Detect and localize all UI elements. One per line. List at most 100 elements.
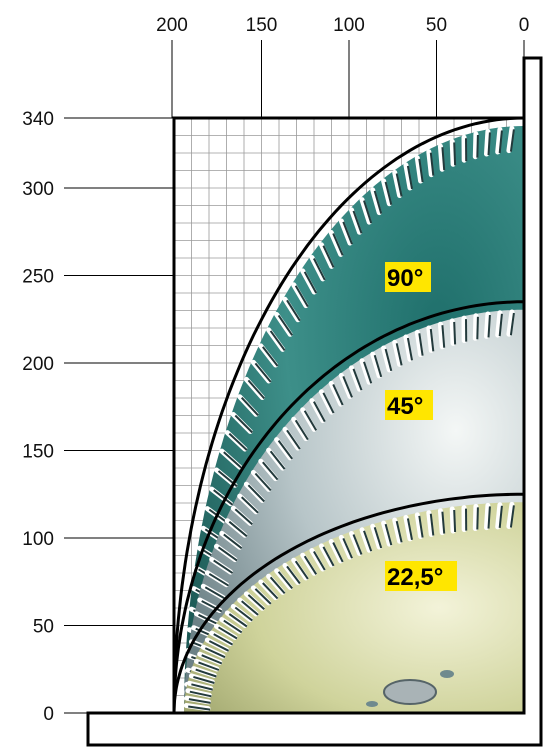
angle-label: 90°	[387, 265, 423, 292]
top-axis: 200 150 100 50 0	[156, 15, 529, 118]
blade-tooth-shadow	[395, 343, 403, 366]
blade-tooth	[403, 162, 413, 191]
blade-tooth-shadow	[277, 440, 294, 460]
blade-tooth	[359, 527, 372, 553]
blade-tooth-shadow	[429, 513, 435, 536]
blade-tooth	[403, 334, 413, 362]
blade-tooth-shadow	[204, 647, 226, 659]
blade-tooth-shadow	[373, 527, 383, 549]
blade-tooth-shadow	[241, 496, 259, 514]
angle-label-background	[385, 262, 431, 292]
blade-tooth-shadow	[322, 546, 335, 567]
blade-tooth-shadow	[223, 451, 243, 469]
blade-tooth-shadow	[342, 537, 353, 559]
blade-tooth	[291, 416, 309, 442]
blade-tooth-shadow	[204, 586, 226, 600]
blade-tooth-shadow	[342, 376, 353, 398]
blade-tooth	[472, 503, 479, 531]
blade-tooth	[426, 149, 434, 178]
blade-tooth	[449, 506, 456, 534]
blade-tooth	[328, 539, 344, 564]
blade-tooth-shadow	[406, 165, 413, 190]
blade-tooth-shadow	[418, 158, 424, 183]
left-axis-tick-label: 50	[33, 617, 54, 638]
cut-arc	[172, 300, 524, 714]
blade-tooth-shadow	[247, 484, 266, 503]
blade-tooth-shadow	[228, 520, 248, 538]
blade-tooth-shadow	[198, 661, 220, 671]
blade-tooth-shadow	[286, 565, 301, 585]
blade-tooth-shadow	[384, 523, 393, 546]
blade-pin-hole	[366, 701, 378, 707]
blade-tooth-shadow	[332, 542, 344, 563]
blade-tooth	[437, 143, 445, 172]
blade-tooth-shadow	[262, 582, 279, 600]
blade-tooth-shadow	[269, 330, 286, 351]
blade-tooth-shadow	[188, 705, 211, 711]
blade-tooth-shadow	[277, 314, 294, 336]
angle-labels: 90° 45° 22,5°	[385, 262, 457, 591]
blade-tooth-shadow	[313, 401, 326, 423]
blade-tooth	[300, 268, 317, 295]
blade-tooth-shadow	[498, 130, 503, 154]
blade-tooth-shadow	[286, 299, 301, 322]
blade-tooth-shadow	[429, 152, 435, 176]
blade-tooth-shadow	[294, 419, 309, 441]
blade-tooth	[414, 512, 424, 539]
blade-body	[184, 502, 524, 713]
blade-tooth	[328, 230, 344, 257]
blade-tooth	[381, 345, 392, 373]
blade-tooth	[495, 127, 503, 155]
blade-tooth	[309, 398, 326, 424]
blade-22-5-degree	[183, 501, 524, 713]
blade-tooth-shadow	[247, 594, 265, 611]
blade-tooth	[338, 534, 353, 560]
blade-tooth	[318, 543, 335, 568]
blade-tooth	[370, 187, 382, 216]
blade-tooth-shadow	[441, 147, 446, 171]
blade-tooth-shadow	[294, 560, 309, 580]
angle-label-background	[385, 561, 457, 591]
blade-tooth-shadow	[352, 534, 363, 555]
blade-tooth-shadow	[228, 613, 248, 628]
blade-tooth	[472, 131, 479, 160]
top-axis-tick-label: 100	[333, 15, 365, 36]
blade-tooth-shadow	[208, 640, 230, 652]
blade-tooth-shadow	[234, 508, 253, 526]
blade-tooth	[300, 407, 317, 432]
left-axis-tick-label: 250	[22, 267, 54, 288]
blade-tooth-shadow	[332, 383, 344, 406]
blade-tooth	[414, 155, 424, 184]
blade-tooth	[392, 517, 403, 544]
blade-pin-hole	[440, 670, 454, 678]
blade-tooth-shadow	[373, 190, 383, 214]
blade-tooth	[349, 365, 362, 392]
left-axis-tick-label: 0	[43, 704, 54, 725]
blade-tooth-shadow	[476, 316, 479, 340]
blade-arbor-hole	[383, 679, 437, 705]
blade-tooth-shadow	[303, 555, 318, 575]
blade-tooth-shadow	[286, 429, 301, 450]
left-axis-tick-label: 340	[22, 109, 54, 130]
blade-tooth-shadow	[217, 626, 238, 640]
blade-tooth	[349, 207, 362, 235]
blade-tooth	[414, 329, 424, 358]
blade-tooth-shadow	[254, 362, 272, 383]
blade-tooth-shadow	[247, 379, 266, 400]
blade-tooth-shadow	[487, 132, 491, 156]
blade-tooth-shadow	[262, 346, 279, 367]
blade-tooth-shadow	[223, 533, 243, 550]
blade-tooth-shadow	[395, 520, 403, 543]
blade-tooth-shadow	[332, 233, 344, 256]
blade-tooth-shadow	[363, 200, 373, 224]
blade-tooth-shadow	[406, 518, 413, 540]
blade-tooth-shadow	[189, 690, 212, 698]
blade-tooth	[506, 309, 515, 337]
blade-tooth	[338, 372, 353, 399]
blade-tooth	[282, 296, 301, 323]
blade-tooth-shadow	[193, 675, 215, 684]
blade-tooth-shadow	[384, 348, 393, 372]
blade-tooth	[381, 520, 392, 547]
blade-tooth-shadow	[498, 313, 503, 337]
